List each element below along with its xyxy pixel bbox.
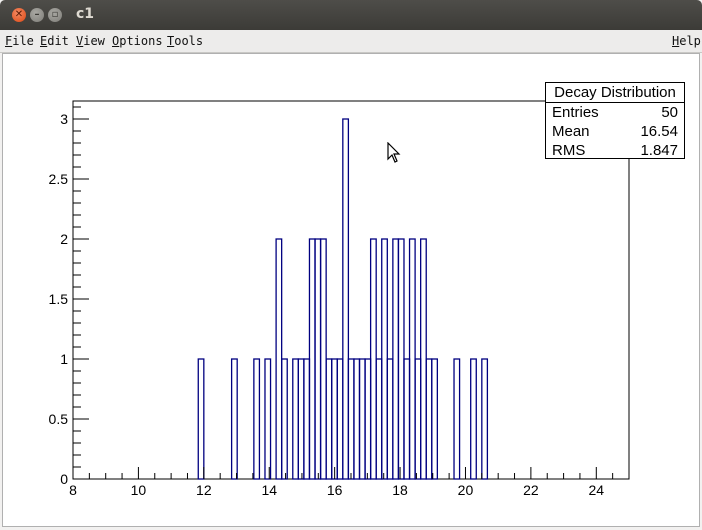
histogram-bar bbox=[281, 358, 288, 480]
histogram-bar bbox=[319, 238, 327, 480]
histogram-bar bbox=[386, 358, 394, 480]
histogram-bar bbox=[470, 358, 477, 480]
histogram-bar bbox=[264, 358, 272, 480]
histogram-bar bbox=[253, 358, 261, 480]
histogram-bar bbox=[325, 358, 333, 480]
histogram-bar bbox=[297, 358, 305, 480]
histogram-bar bbox=[392, 238, 400, 480]
y-tick-label: 1 bbox=[60, 351, 68, 367]
stats-row-entries: Entries 50 bbox=[546, 103, 684, 122]
menu-options[interactable]: Options bbox=[112, 34, 163, 48]
x-tick-label: 18 bbox=[392, 482, 408, 498]
histogram-bar bbox=[397, 238, 405, 480]
histogram-bar bbox=[197, 358, 205, 480]
stats-key: Mean bbox=[552, 123, 590, 140]
window-titlebar[interactable]: ✕ – ▫ c1 bbox=[0, 0, 702, 30]
stats-key: RMS bbox=[552, 142, 586, 159]
x-tick-label: 22 bbox=[523, 482, 539, 498]
close-icon: ✕ bbox=[14, 9, 24, 20]
stats-value: 50 bbox=[661, 104, 678, 121]
y-tick-label: 3 bbox=[60, 111, 68, 127]
y-tick-label: 2 bbox=[60, 231, 68, 247]
histogram-bar bbox=[403, 358, 411, 480]
stats-row-rms: RMS 1.847 bbox=[546, 141, 684, 160]
close-button[interactable]: ✕ bbox=[12, 8, 26, 22]
histogram-bar bbox=[414, 358, 422, 480]
window-title: c1 bbox=[76, 6, 95, 22]
histogram-bar bbox=[481, 358, 489, 480]
histogram-bar bbox=[336, 358, 344, 480]
stats-row-mean: Mean 16.54 bbox=[546, 122, 684, 141]
histogram-bar bbox=[314, 238, 322, 480]
histogram-bar bbox=[347, 358, 355, 480]
histogram-bar bbox=[303, 358, 311, 480]
histogram-bar bbox=[381, 238, 388, 480]
histogram-bar bbox=[230, 358, 238, 480]
histogram-bar bbox=[408, 238, 416, 480]
menu-tools[interactable]: Tools bbox=[167, 34, 204, 48]
menu-file[interactable]: File bbox=[5, 34, 34, 48]
histogram-bar bbox=[364, 358, 372, 480]
histogram-bar bbox=[342, 118, 350, 480]
x-tick-label: 16 bbox=[327, 482, 343, 498]
y-tick-label: 0.5 bbox=[49, 411, 69, 427]
stats-title: Decay Distribution bbox=[546, 83, 684, 103]
minimize-button[interactable]: – bbox=[30, 8, 44, 22]
stats-value: 16.54 bbox=[640, 123, 678, 140]
histogram-bar bbox=[420, 238, 427, 480]
y-tick-label: 2.5 bbox=[49, 171, 69, 187]
histogram-bar bbox=[453, 358, 461, 480]
maximize-button[interactable]: ▫ bbox=[48, 8, 62, 22]
histogram-bar bbox=[431, 358, 438, 480]
menu-help[interactable]: Help bbox=[672, 34, 701, 48]
stats-key: Entries bbox=[552, 104, 599, 121]
mouse-pointer-icon bbox=[387, 142, 401, 163]
histogram-bar bbox=[331, 358, 338, 480]
y-tick-label: 1.5 bbox=[49, 291, 69, 307]
histogram-bar bbox=[375, 358, 383, 480]
histogram-bar bbox=[308, 238, 316, 480]
minimize-icon: – bbox=[34, 9, 40, 20]
menu-edit[interactable]: Edit bbox=[40, 34, 69, 48]
stats-value: 1.847 bbox=[640, 142, 678, 159]
histogram-bar bbox=[353, 358, 361, 480]
x-tick-label: 24 bbox=[589, 482, 605, 498]
x-tick-label: 20 bbox=[458, 482, 474, 498]
maximize-icon: ▫ bbox=[51, 9, 59, 20]
stats-box[interactable]: Decay Distribution Entries 50 Mean 16.54… bbox=[545, 82, 685, 159]
x-tick-label: 14 bbox=[261, 482, 277, 498]
histogram-bar bbox=[292, 358, 299, 480]
menu-view[interactable]: View bbox=[76, 34, 105, 48]
histogram-bar bbox=[369, 238, 377, 480]
x-tick-label: 12 bbox=[196, 482, 212, 498]
x-tick-label: 8 bbox=[69, 482, 77, 498]
histogram-bar bbox=[275, 238, 283, 480]
histogram-bar bbox=[358, 358, 366, 480]
menu-bar: File Edit View Options Tools Help bbox=[0, 30, 702, 53]
x-tick-label: 10 bbox=[131, 482, 147, 498]
histogram-bar bbox=[425, 358, 433, 480]
y-tick-label: 0 bbox=[60, 471, 68, 487]
